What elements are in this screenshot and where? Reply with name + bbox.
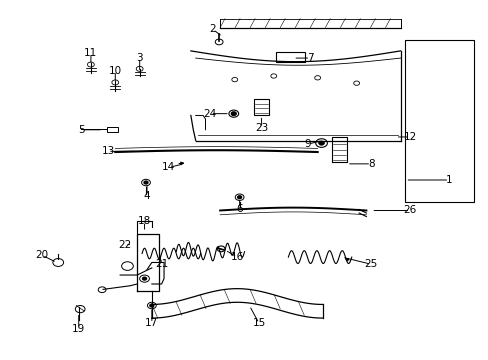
Text: 22: 22	[118, 239, 131, 249]
Text: 1: 1	[445, 175, 452, 185]
Circle shape	[231, 112, 236, 116]
Text: 4: 4	[143, 191, 150, 201]
Text: 25: 25	[364, 259, 377, 269]
Circle shape	[142, 277, 146, 280]
Text: 13: 13	[101, 146, 114, 156]
Text: 3: 3	[136, 53, 142, 63]
Circle shape	[318, 141, 324, 145]
Text: 2: 2	[209, 24, 216, 35]
Text: 12: 12	[403, 132, 416, 142]
Text: 5: 5	[78, 125, 84, 135]
Text: 11: 11	[84, 48, 97, 58]
Text: 20: 20	[36, 250, 49, 260]
Text: 17: 17	[145, 319, 158, 328]
Text: 7: 7	[306, 53, 313, 63]
Text: 6: 6	[236, 204, 243, 214]
Text: 10: 10	[108, 66, 122, 76]
Bar	[254, 99, 268, 116]
Circle shape	[237, 196, 241, 199]
Text: 23: 23	[254, 123, 267, 133]
Circle shape	[144, 181, 148, 184]
Text: 16: 16	[230, 252, 244, 262]
Bar	[276, 52, 305, 62]
Text: 21: 21	[155, 259, 168, 269]
Bar	[405, 40, 473, 202]
Text: 14: 14	[162, 162, 175, 172]
Text: 24: 24	[203, 109, 217, 119]
Circle shape	[150, 304, 154, 307]
Text: 8: 8	[367, 159, 374, 169]
Text: 19: 19	[72, 324, 85, 334]
Text: 9: 9	[304, 139, 310, 149]
Text: 26: 26	[403, 206, 416, 216]
Text: 18: 18	[138, 216, 151, 226]
Bar	[107, 127, 118, 132]
Text: 15: 15	[252, 319, 265, 328]
